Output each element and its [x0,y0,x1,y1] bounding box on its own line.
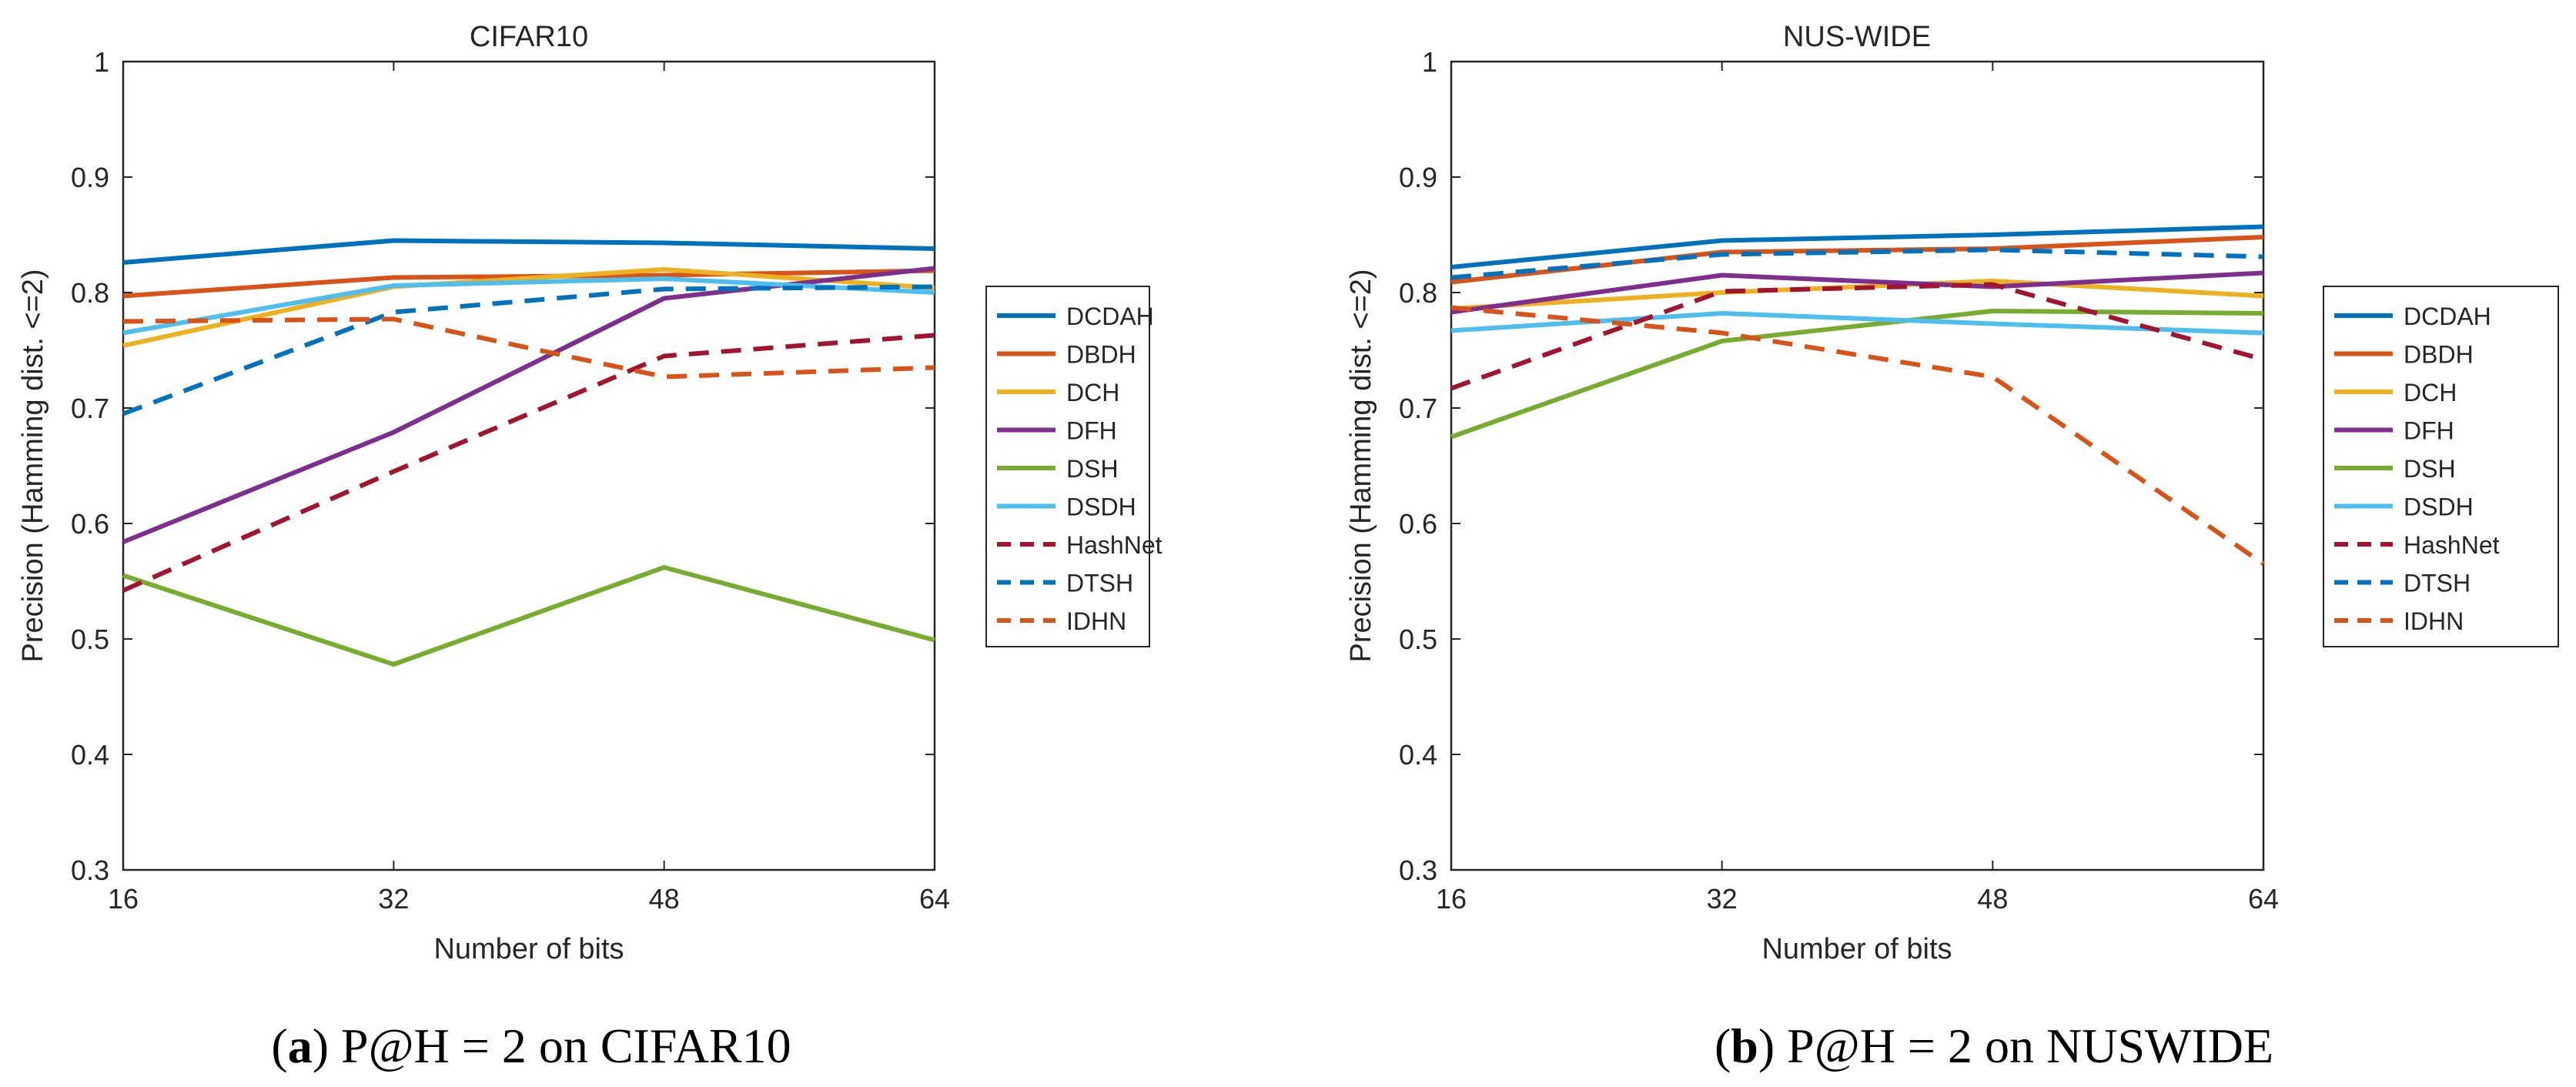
legend: DCDAH DBDH DCH DFH DSH DSDH HashNet DTSH IDHN [2323,286,2559,647]
x-tick-label: 48 [649,883,680,915]
x-tick-label: 64 [919,883,950,915]
y-tick-label: 0.6 [71,508,109,540]
legend-label-dtsh: DTSH [2404,570,2471,597]
plot-area [122,60,936,871]
y-tick-label: 0.3 [71,855,109,886]
y-tick-label: 0.7 [1399,393,1437,424]
x-tick-label: 16 [108,883,139,915]
y-tick-label: 1 [1422,46,1437,78]
caption-text: P@H = 2 on NUSWIDE [1775,1018,2273,1073]
series-line-dsh [122,565,935,667]
y-tick-label: 0.8 [1399,277,1437,309]
caption-text: P@H = 2 on CIFAR10 [329,1018,791,1073]
series-line-dcdah [122,238,935,265]
x-tick-label: 32 [1707,883,1738,915]
series-line-idhn [1450,305,2265,566]
y-tick-label: 0.4 [71,739,109,771]
legend-label-dsh: DSH [2404,455,2456,483]
x-axis-label: Number of bits [1761,933,1952,965]
y-tick-label: 0.9 [1399,162,1437,193]
caption: (b) P@H = 2 on NUSWIDE [1715,1018,2273,1073]
series-line-dcdah [1450,224,2264,269]
series-line-dtsh [122,284,935,416]
x-tick-label: 64 [2248,883,2279,915]
y-tick-label: 0.3 [1399,855,1437,886]
series-line-dtsh [1450,247,2264,280]
y-tick-label: 1 [94,46,109,78]
legend-label-dfh: DFH [2404,417,2454,445]
legend-label-dfh: DFH [1066,417,1117,445]
series-line-hashnet [1450,282,2264,391]
legend-label-idhn: IDHN [1066,607,1126,635]
plot-area [1450,60,2265,871]
legend-label-hashnet: HashNet [2404,531,2500,559]
legend-label-hashnet: HashNet [1066,531,1163,559]
y-axis-label: Precision (Hamming dist. <=2) [1345,269,1377,662]
legend-label-dcdah: DCDAH [2404,303,2491,330]
x-tick-label: 48 [1977,883,2008,915]
series-line-dfh [1450,270,2264,315]
y-tick-label: 0.7 [71,393,109,424]
series-line-dch [122,267,935,348]
y-tick-label: 0.9 [71,162,109,193]
legend-label-idhn: IDHN [2404,607,2464,635]
chart-title: CIFAR10 [470,21,588,53]
caption-letter: a [288,1018,313,1073]
legend-label-dcdah: DCDAH [1066,303,1154,330]
legend: DCDAH DBDH DCH DFH DSH DSDH HashNet DTSH IDHN [985,286,1163,647]
y-tick-label: 0.5 [71,624,109,655]
caption-letter: b [1731,1018,1758,1073]
legend-label-dsdh: DSDH [2404,493,2474,521]
x-axis-label: Number of bits [433,933,624,965]
y-tick-label: 0.5 [1399,624,1437,655]
series-line-hashnet [122,333,935,593]
series-line-idhn [122,316,935,380]
x-tick-label: 16 [1436,883,1467,915]
x-tick-label: 32 [378,883,409,915]
legend-label-dch: DCH [2404,379,2457,406]
legend-label-dsh: DSH [1066,455,1119,483]
legend-label-dbdh: DBDH [2404,341,2474,369]
y-tick-label: 0.4 [1399,739,1437,771]
legend-label-dbdh: DBDH [1066,341,1136,369]
legend-label-dtsh: DTSH [1066,570,1133,597]
caption: (a) P@H = 2 on CIFAR10 [271,1018,791,1073]
y-axis-label: Precision (Hamming dist. <=2) [17,269,49,662]
chart-title: NUS-WIDE [1783,21,1931,53]
series-line-dsh [1450,309,2264,440]
nus-wide-chart-panel: NUS-WIDE 0.3 0.4 0.5 0.6 0.7 0.8 0.9 1 16 32 48 64… [1345,21,2559,1073]
cifar10-chart-panel: CIFAR10 0.30.40.50.60.70.80.91 16 32 48 64 … [17,21,1163,1073]
legend-label-dch: DCH [1066,379,1119,406]
y-tick-label: 0.8 [71,277,109,309]
legend-label-dsdh: DSDH [1066,493,1136,521]
y-tick-label: 0.6 [1399,508,1437,540]
